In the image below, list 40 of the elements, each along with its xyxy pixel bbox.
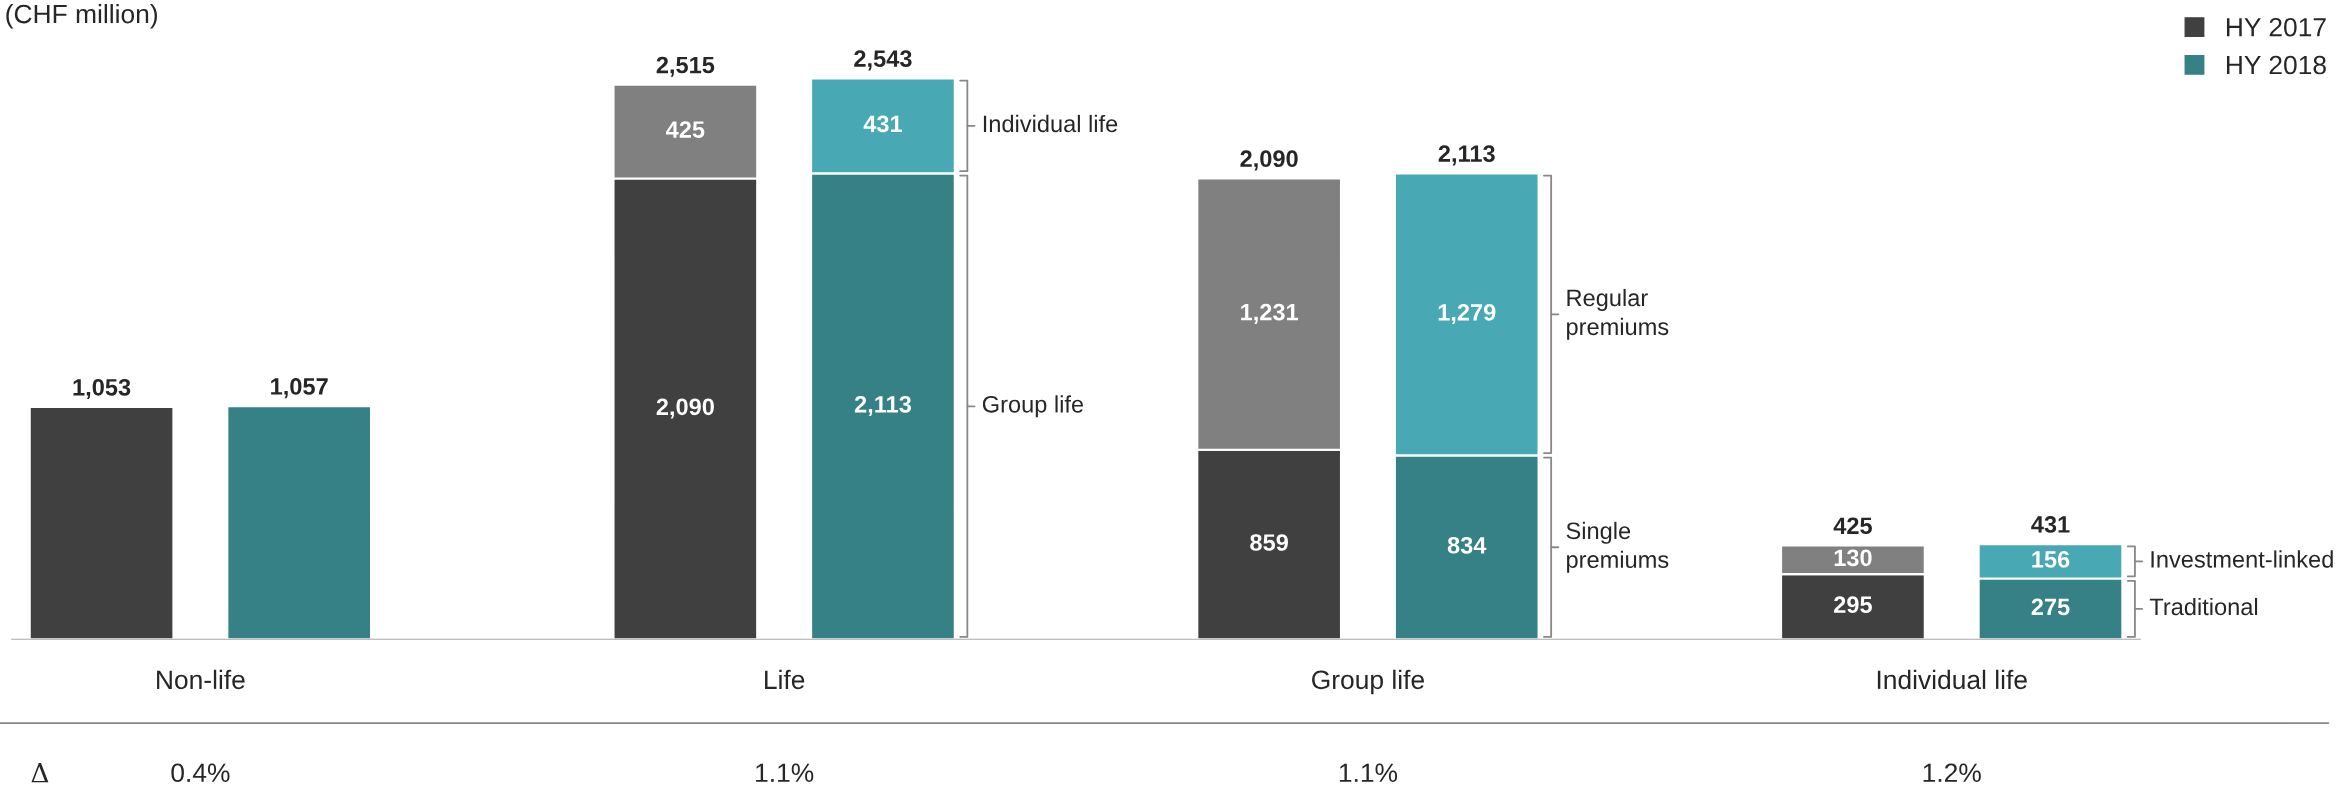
annotation: Single premiums: [1566, 521, 1669, 573]
data-label: 859: [1250, 534, 1288, 551]
data-label: 130: [1834, 549, 1872, 567]
bar: [28, 406, 175, 640]
text: Non-life: [157, 669, 245, 690]
text: Group life: [1312, 669, 1424, 695]
text: Life: [765, 669, 805, 690]
total-label: 425: [1833, 517, 1872, 535]
text: Individual life: [1877, 669, 2027, 690]
data-label: 1,231: [1241, 303, 1299, 324]
annotation: Group life: [982, 395, 1084, 418]
data-label: 2,090: [656, 398, 714, 419]
data-label: 425: [666, 121, 705, 138]
total-label: 1,057: [271, 378, 328, 399]
total-label: 2,543: [854, 50, 912, 71]
text: 0.4%: [171, 763, 230, 783]
total-label: 1,053: [73, 378, 131, 400]
text: 1.1%: [1339, 763, 1398, 783]
total-label: 2,113: [1438, 145, 1495, 166]
total-label: 2,090: [1240, 150, 1298, 171]
data-label: 295: [1834, 596, 1872, 614]
text: Investment-linked: [2151, 550, 2333, 568]
total-label: 2,515: [656, 56, 715, 77]
legend-label: HY 2018: [2226, 55, 2326, 75]
chart-title: (CHF million): [6, 4, 157, 29]
data-label: 431: [863, 115, 902, 133]
text: Δ: [31, 763, 49, 783]
legend-label: HY 2017: [2226, 17, 2326, 37]
annotation: Regular premiums: [1567, 288, 1669, 340]
text: 1.2%: [1923, 763, 1981, 783]
annotation: Individual life: [983, 114, 1118, 133]
data-label: 2,113: [854, 395, 911, 417]
data-label: 1,279: [1438, 303, 1496, 325]
bar: [226, 405, 373, 640]
data-label: 156: [2032, 551, 2070, 568]
text: Traditional: [2149, 597, 2258, 616]
total-label: 431: [2031, 516, 2070, 533]
text: 1.1%: [756, 763, 814, 783]
data-label: 834: [1447, 536, 1487, 554]
data-label: 275: [2031, 598, 2070, 616]
